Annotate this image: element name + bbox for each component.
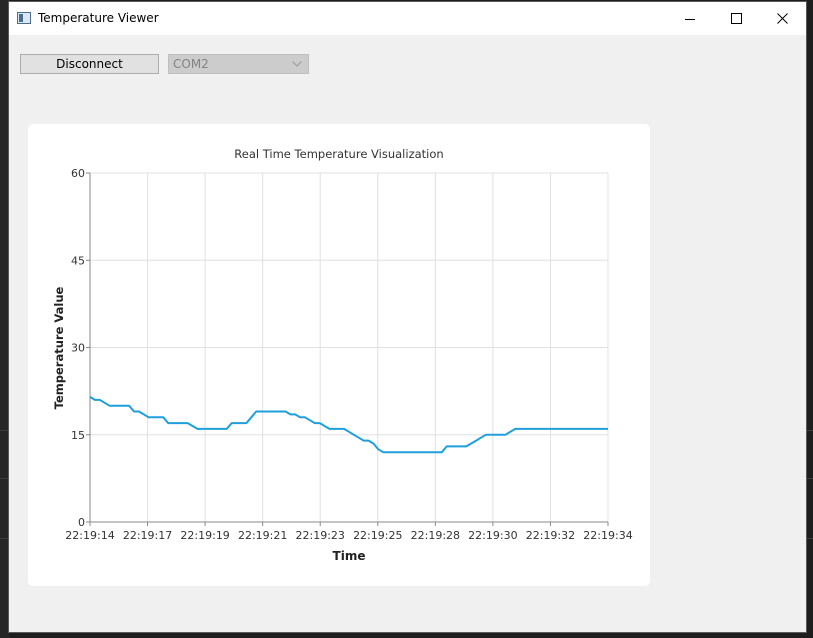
window-title: Temperature Viewer bbox=[38, 11, 159, 25]
x-tick-label: 22:19:17 bbox=[123, 529, 172, 542]
x-tick-label: 22:19:25 bbox=[353, 529, 402, 542]
maximize-button[interactable] bbox=[714, 2, 760, 35]
x-tick-label: 22:19:34 bbox=[583, 529, 632, 542]
chart-card: Real Time Temperature Visualization 0 15 3… bbox=[28, 124, 650, 586]
y-tick-label: 15 bbox=[71, 429, 85, 442]
x-tick-label: 22:19:28 bbox=[411, 529, 460, 542]
minimize-button[interactable] bbox=[668, 2, 714, 35]
maximize-icon bbox=[731, 13, 742, 24]
y-tick-label: 60 bbox=[71, 167, 85, 180]
chevron-down-icon bbox=[292, 61, 302, 67]
minimize-icon bbox=[685, 19, 695, 20]
x-tick-label: 22:19:23 bbox=[296, 529, 345, 542]
temperature-series-line bbox=[89, 396, 608, 454]
x-axis-label: Time bbox=[333, 549, 366, 563]
x-tick-label: 22:19:30 bbox=[468, 529, 517, 542]
y-tick-label: 0 bbox=[78, 516, 85, 529]
x-tick-label: 22:19:14 bbox=[65, 529, 114, 542]
temperature-chart: Real Time Temperature Visualization 0 15 3… bbox=[52, 147, 633, 563]
app-window: Temperature Viewer Disconnect COM2 Real … bbox=[8, 1, 807, 633]
background-gutter bbox=[0, 0, 10, 638]
x-tick-label: 22:19:19 bbox=[180, 529, 229, 542]
title-bar[interactable]: Temperature Viewer bbox=[9, 2, 806, 35]
com-port-value: COM2 bbox=[173, 57, 209, 71]
close-icon bbox=[777, 13, 788, 24]
disconnect-button[interactable]: Disconnect bbox=[20, 54, 159, 74]
app-icon bbox=[17, 12, 31, 24]
close-button[interactable] bbox=[760, 2, 806, 35]
y-tick-label: 45 bbox=[71, 254, 85, 267]
chart-title: Real Time Temperature Visualization bbox=[234, 147, 443, 161]
y-tick-label: 30 bbox=[71, 342, 85, 355]
y-axis-label: Temperature Value bbox=[52, 286, 66, 409]
x-tick-label: 22:19:32 bbox=[526, 529, 575, 542]
x-tick-label: 22:19:21 bbox=[238, 529, 287, 542]
com-port-select: COM2 bbox=[168, 54, 309, 74]
